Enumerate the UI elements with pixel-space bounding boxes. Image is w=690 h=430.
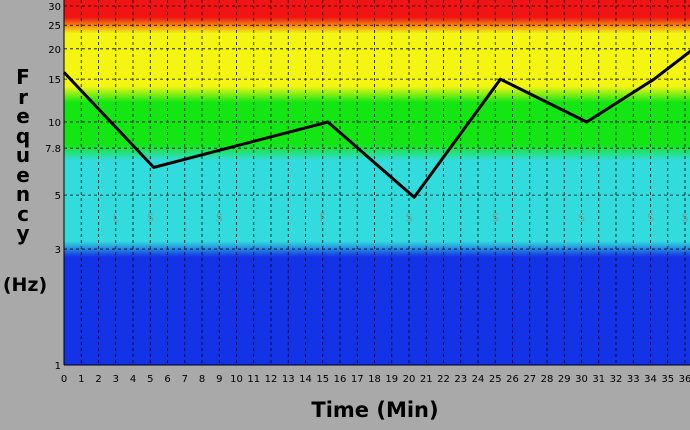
series-group [62, 49, 690, 199]
phase-marker-label: F [320, 212, 326, 225]
x-tick-label: 0 [61, 374, 67, 385]
y-tick-label: 15 [48, 75, 61, 86]
x-tick-label: 10 [230, 374, 243, 385]
y-axis-label-letter: q [15, 123, 31, 148]
y-axis-unit: (Hz) [2, 274, 48, 296]
phase-marker-label: S [147, 212, 154, 225]
x-tick-label: 20 [403, 374, 416, 385]
y-axis-ticks: 1 3 5 7.8 10 15 20 25 30 [45, 2, 61, 372]
y-tick-label: 10 [48, 118, 61, 129]
x-tick-label: 8 [199, 374, 205, 385]
x-tick-label: 11 [247, 374, 260, 385]
phase-marker-label: S [216, 212, 223, 225]
y-axis-label-letter: F [16, 65, 30, 89]
x-tick-label: 6 [164, 374, 170, 385]
y-axis-label-letter: u [15, 143, 31, 167]
x-tick-label: 5 [147, 374, 153, 385]
x-tick-label: 16 [334, 374, 347, 385]
phase-marker-label: S [647, 212, 654, 225]
y-axis-label-letter: r [18, 84, 28, 109]
x-tick-label: 26 [506, 374, 519, 385]
x-tick-label: 33 [627, 374, 640, 385]
x-tick-label: 30 [575, 374, 588, 385]
y-axis-label-letter: c [17, 201, 29, 226]
grid [63, 0, 690, 366]
x-tick-label: 28 [541, 374, 554, 385]
y-axis-label-letter: n [15, 182, 31, 206]
x-tick-label: 14 [299, 374, 312, 385]
x-tick-label: 23 [454, 374, 467, 385]
x-axis-label: Time (Min) [311, 398, 439, 422]
x-axis-ticks: 0 1 2 3 4 5 6 7 8 9 10 11 12 13 14 15 16 17 18 19 20 21 22 23 24… [61, 374, 690, 385]
x-tick-label: 2 [95, 374, 101, 385]
y-tick-label: 25 [48, 21, 61, 32]
y-tick-label: 30 [48, 2, 61, 13]
x-tick-label: 34 [644, 374, 657, 385]
y-tick-label: 5 [55, 191, 61, 202]
x-tick-label: 12 [265, 374, 278, 385]
x-tick-label: 3 [113, 374, 119, 385]
plot-background [64, 0, 690, 365]
x-tick-label: 17 [351, 374, 364, 385]
x-tick-label: 29 [558, 374, 571, 385]
x-tick-label: 4 [130, 374, 136, 385]
x-tick-label: 31 [592, 374, 605, 385]
x-tick-label: 1 [78, 374, 84, 385]
x-tick-label: 7 [182, 374, 188, 385]
x-tick-label: 15 [316, 374, 329, 385]
phase-marker-label: L [113, 212, 120, 225]
series-line [62, 49, 690, 199]
x-tick-label: 22 [437, 374, 450, 385]
y-tick-label: 20 [48, 45, 61, 56]
y-tick-label: 7.8 [45, 144, 61, 155]
y-tick-label: 3 [55, 245, 61, 256]
x-tick-label: 32 [610, 374, 623, 385]
x-tick-label: 25 [489, 374, 502, 385]
x-tick-label: 27 [523, 374, 536, 385]
y-axis-label-letter: y [16, 221, 30, 245]
x-tick-label: 35 [661, 374, 674, 385]
x-tick-label: 36 [679, 374, 690, 385]
y-axis-label-letter: e [16, 162, 30, 187]
x-tick-label: 24 [472, 374, 485, 385]
x-tick-label: 13 [282, 374, 295, 385]
x-tick-label: 21 [420, 374, 433, 385]
y-tick-label: 1 [55, 361, 61, 372]
phase-marker-label: S [578, 212, 585, 225]
phase-marker-label: S [682, 212, 689, 225]
x-tick-label: 9 [216, 374, 222, 385]
y-axis-label-letter: e [16, 104, 30, 128]
x-tick-label: 19 [385, 374, 398, 385]
x-tick-label: 18 [368, 374, 381, 385]
phase-marker-label: S [492, 212, 499, 225]
phase-marker-label: S [406, 212, 413, 225]
